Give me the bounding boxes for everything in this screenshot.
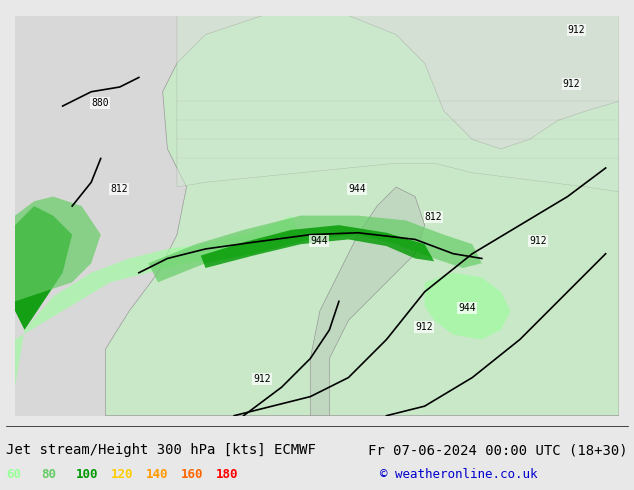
Text: 60: 60 [6, 468, 22, 481]
Polygon shape [15, 206, 72, 330]
Polygon shape [105, 16, 619, 416]
Text: 912: 912 [567, 24, 585, 35]
Polygon shape [425, 273, 510, 340]
Text: 912: 912 [415, 322, 433, 332]
Text: 944: 944 [310, 236, 328, 246]
Polygon shape [201, 225, 434, 268]
Text: 912: 912 [563, 79, 580, 89]
Text: 812: 812 [425, 212, 443, 222]
Text: 912: 912 [529, 236, 547, 246]
Polygon shape [177, 16, 619, 192]
Text: 944: 944 [349, 184, 366, 194]
Text: 140: 140 [146, 468, 168, 481]
Text: 912: 912 [253, 374, 271, 384]
Text: 944: 944 [458, 303, 476, 313]
Text: 880: 880 [91, 98, 109, 108]
Text: © weatheronline.co.uk: © weatheronline.co.uk [380, 468, 538, 481]
Text: 812: 812 [110, 184, 128, 194]
Text: 180: 180 [216, 468, 238, 481]
Text: 120: 120 [111, 468, 133, 481]
Text: 100: 100 [76, 468, 98, 481]
Polygon shape [15, 196, 101, 349]
Polygon shape [15, 216, 301, 387]
Text: Fr 07-06-2024 00:00 UTC (18+30): Fr 07-06-2024 00:00 UTC (18+30) [368, 443, 628, 458]
Polygon shape [148, 216, 482, 282]
FancyBboxPatch shape [15, 16, 619, 416]
Text: 80: 80 [41, 468, 56, 481]
Text: Jet stream/Height 300 hPa [kts] ECMWF: Jet stream/Height 300 hPa [kts] ECMWF [6, 443, 316, 458]
Text: 160: 160 [181, 468, 203, 481]
Polygon shape [310, 187, 425, 416]
